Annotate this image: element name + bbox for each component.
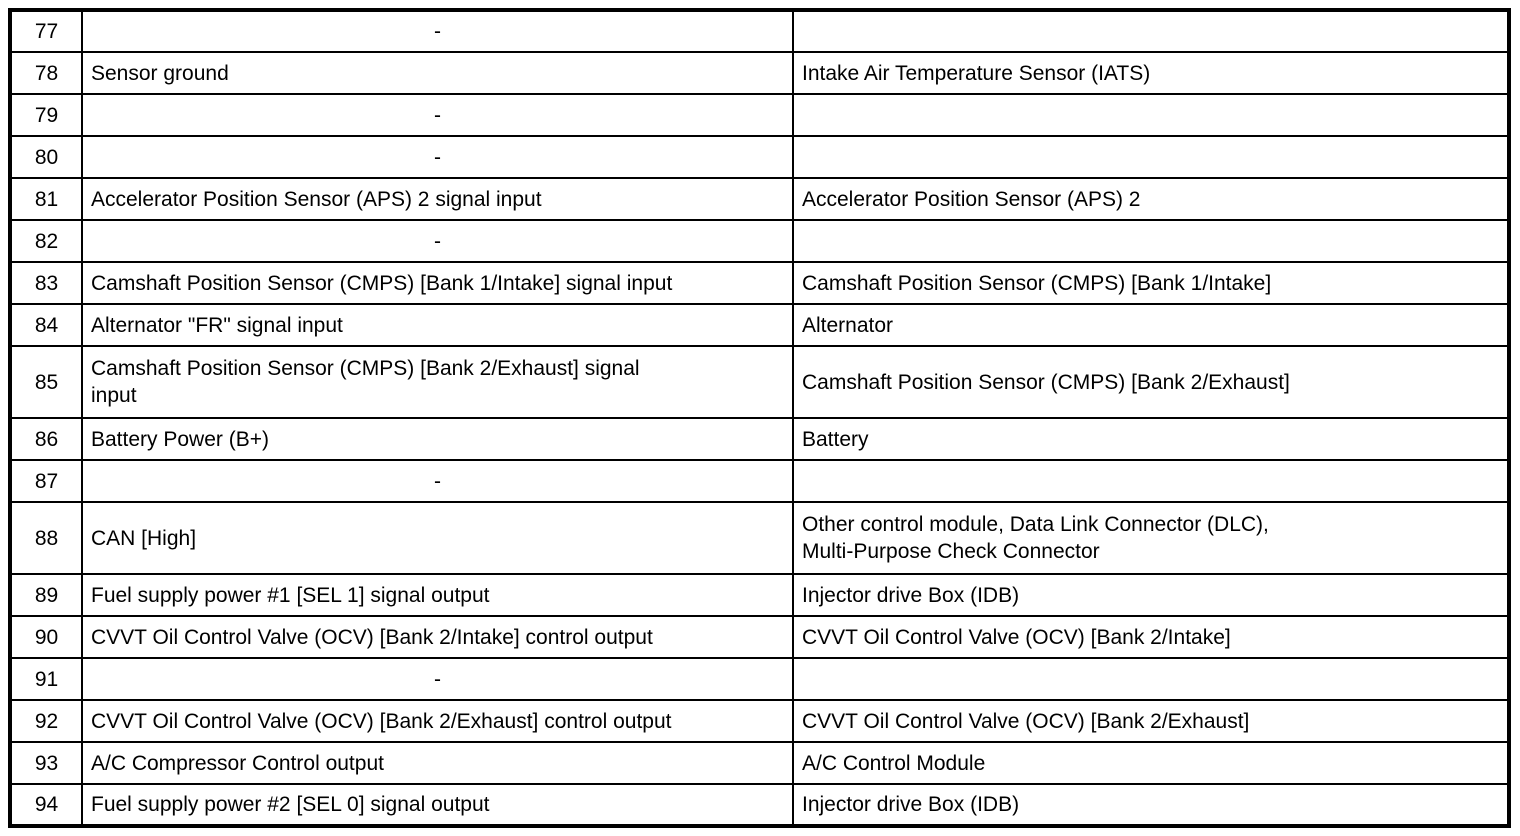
description-cell: Battery Power (B+) [81, 417, 794, 461]
connected-to-cell: A/C Control Module [792, 741, 1510, 785]
table-row: 91 - [9, 657, 1510, 701]
connected-to-cell [792, 93, 1510, 137]
description-cell: - [81, 135, 794, 179]
table-row: 94 Fuel supply power #2 [SEL 0] signal o… [9, 783, 1510, 827]
connector-pinout-table: 77 - 78 Sensor ground Intake Air Tempera… [8, 8, 1511, 828]
pin-cell: 94 [9, 783, 83, 827]
table-row: 88 CAN [High] Other control module, Data… [9, 501, 1510, 575]
table-row: 86 Battery Power (B+) Battery [9, 417, 1510, 461]
table-row: 83 Camshaft Position Sensor (CMPS) [Bank… [9, 261, 1510, 305]
connected-to-cell: Alternator [792, 303, 1510, 347]
table-row: 78 Sensor ground Intake Air Temperature … [9, 51, 1510, 95]
connected-to-cell: Intake Air Temperature Sensor (IATS) [792, 51, 1510, 95]
pin-cell: 80 [9, 135, 83, 179]
table-row: 84 Alternator "FR" signal input Alternat… [9, 303, 1510, 347]
connected-to-cell: Camshaft Position Sensor (CMPS) [Bank 1/… [792, 261, 1510, 305]
description-cell: Sensor ground [81, 51, 794, 95]
table-row: 87 - [9, 459, 1510, 503]
table-row: 77 - [9, 9, 1510, 53]
connected-to-cell [792, 9, 1510, 53]
pin-cell: 91 [9, 657, 83, 701]
description-cell: - [81, 9, 794, 53]
table-row: 89 Fuel supply power #1 [SEL 1] signal o… [9, 573, 1510, 617]
connected-to-cell: CVVT Oil Control Valve (OCV) [Bank 2/Int… [792, 615, 1510, 659]
pin-cell: 83 [9, 261, 83, 305]
connected-to-cell: Camshaft Position Sensor (CMPS) [Bank 2/… [792, 345, 1510, 419]
pin-cell: 82 [9, 219, 83, 263]
description-cell: Accelerator Position Sensor (APS) 2 sign… [81, 177, 794, 221]
description-cell: Fuel supply power #2 [SEL 0] signal outp… [81, 783, 794, 827]
pin-cell: 77 [9, 9, 83, 53]
description-cell: - [81, 219, 794, 263]
pin-cell: 88 [9, 501, 83, 575]
description-cell: CAN [High] [81, 501, 794, 575]
connected-to-cell: CVVT Oil Control Valve (OCV) [Bank 2/Exh… [792, 699, 1510, 743]
table-row: 79 - [9, 93, 1510, 137]
connected-to-cell [792, 657, 1510, 701]
table-row: 90 CVVT Oil Control Valve (OCV) [Bank 2/… [9, 615, 1510, 659]
description-cell: Camshaft Position Sensor (CMPS) [Bank 1/… [81, 261, 794, 305]
pin-cell: 93 [9, 741, 83, 785]
table-row: 81 Accelerator Position Sensor (APS) 2 s… [9, 177, 1510, 221]
pin-cell: 87 [9, 459, 83, 503]
connected-to-cell: Other control module, Data Link Connecto… [792, 501, 1510, 575]
table-row: 82 - [9, 219, 1510, 263]
pin-cell: 78 [9, 51, 83, 95]
description-cell: CVVT Oil Control Valve (OCV) [Bank 2/Int… [81, 615, 794, 659]
connected-to-cell [792, 219, 1510, 263]
description-cell: CVVT Oil Control Valve (OCV) [Bank 2/Exh… [81, 699, 794, 743]
description-cell: Camshaft Position Sensor (CMPS) [Bank 2/… [81, 345, 794, 419]
connected-to-cell: Battery [792, 417, 1510, 461]
pin-cell: 92 [9, 699, 83, 743]
connected-to-cell [792, 459, 1510, 503]
table-row: 93 A/C Compressor Control output A/C Con… [9, 741, 1510, 785]
connected-to-cell: Injector drive Box (IDB) [792, 573, 1510, 617]
connected-to-cell: Accelerator Position Sensor (APS) 2 [792, 177, 1510, 221]
pin-cell: 86 [9, 417, 83, 461]
pin-cell: 79 [9, 93, 83, 137]
table-row: 80 - [9, 135, 1510, 179]
description-cell: Alternator "FR" signal input [81, 303, 794, 347]
description-cell: Fuel supply power #1 [SEL 1] signal outp… [81, 573, 794, 617]
pin-cell: 81 [9, 177, 83, 221]
pin-cell: 84 [9, 303, 83, 347]
table-row: 85 Camshaft Position Sensor (CMPS) [Bank… [9, 345, 1510, 419]
pin-cell: 90 [9, 615, 83, 659]
description-cell: A/C Compressor Control output [81, 741, 794, 785]
description-cell: - [81, 93, 794, 137]
pin-cell: 89 [9, 573, 83, 617]
pin-cell: 85 [9, 345, 83, 419]
connected-to-cell: Injector drive Box (IDB) [792, 783, 1510, 827]
description-cell: - [81, 459, 794, 503]
description-cell: - [81, 657, 794, 701]
connected-to-cell [792, 135, 1510, 179]
table-row: 92 CVVT Oil Control Valve (OCV) [Bank 2/… [9, 699, 1510, 743]
